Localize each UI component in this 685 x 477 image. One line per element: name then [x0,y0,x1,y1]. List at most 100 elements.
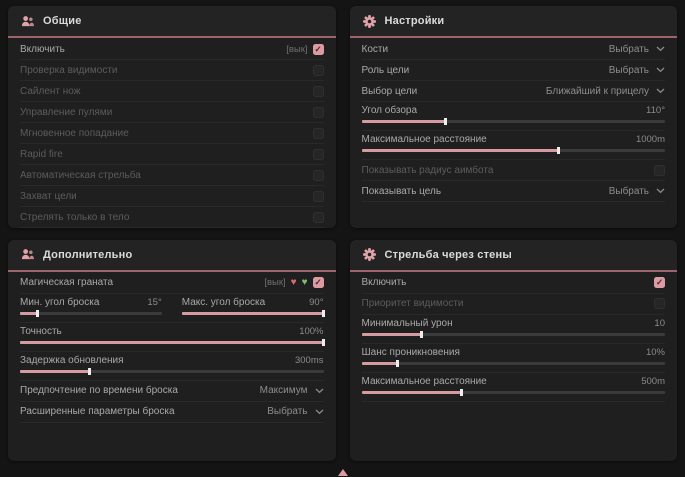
setting-label: Выбор цели [361,85,418,97]
dropdown[interactable]: Выбрать [609,42,665,57]
row-controls: ✓ [654,277,665,288]
slider-label: Максимальное расстояние [361,134,487,145]
slider-track[interactable] [361,359,665,367]
slider-fill [361,147,560,154]
slider-handle[interactable] [420,330,424,338]
slider-track[interactable] [20,309,162,317]
row-controls [654,164,665,176]
slider-row: Задержка обновления 300ms [20,352,324,381]
slider-track[interactable] [361,330,665,338]
people-icon [21,248,34,261]
checkbox[interactable] [312,64,324,76]
row-controls: [вык] ✓ [286,43,324,55]
slider-label: Шанс проникновения [361,346,460,358]
slider-handle[interactable] [556,147,560,154]
checkbox[interactable] [312,127,324,139]
slider-handle[interactable] [395,359,399,367]
panel-wallbang: Стрельба через стены Включить ✓ Приоритет в… [349,239,678,462]
heart-green-icon[interactable]: ♥ [301,276,308,288]
chevron-down-icon [656,46,665,52]
checkbox[interactable]: ✓ [312,43,324,55]
slider-track[interactable] [181,309,325,317]
slider-handle[interactable] [444,118,448,125]
slider-track[interactable] [361,147,665,154]
slider-track[interactable] [20,338,325,346]
slider-row: Угол обзора 110° [361,102,665,131]
setting-row: Захват цели [20,186,324,207]
slider-label: Макс. угол броска [181,296,266,308]
checkbox[interactable] [654,164,665,176]
slider-row: Шанс проникновения 10% [361,344,665,373]
slider-value: 10 [654,317,665,329]
slider-label: Максимальное расстояние [361,375,487,387]
panel-title: Дополнительно [43,248,133,261]
slider-label: Угол обзора [361,105,418,116]
slider-handle[interactable] [321,309,325,317]
dropdown-value: Максимум [259,385,308,396]
checkbox[interactable] [312,148,324,160]
slider-track[interactable] [20,367,324,375]
slider-value: 110° [646,105,665,116]
setting-row: Стрелять только в тело [20,207,324,228]
row-controls [312,85,324,97]
setting-row: Показывать радиус аимбота [361,160,665,181]
dropdown-value: Ближайший к прицелу [545,85,649,97]
slider-value: 15° [147,296,162,308]
heart-red-icon[interactable]: ♥ [290,276,297,288]
setting-label: Кости [361,43,389,55]
setting-row: Автоматическая стрельба [20,165,324,186]
panel-rows: Магическая граната [вык] ♥ ♥ ✓ Мин. угол брос… [8,272,336,462]
slider-fill [361,388,463,396]
setting-label: Сайлент нож [20,85,81,97]
slider-handle[interactable] [321,338,325,346]
setting-label: Включить [361,277,407,288]
setting-row: Проверка видимости [20,60,324,81]
setting-label: Показывать цель [361,185,442,197]
slider-track[interactable] [361,388,665,396]
slider-handle[interactable] [459,388,463,396]
setting-label: Управление пулями [20,106,113,118]
dropdown-value: Выбрать [608,64,649,76]
checkbox[interactable] [312,169,324,181]
header-accent-line [349,269,677,272]
dropdown[interactable]: Выбрать [609,63,665,78]
dropdown[interactable]: Ближайший к прицелу [546,84,665,99]
setting-row: Rapid fire [20,144,324,165]
checkbox[interactable] [312,85,324,97]
slider-value: 10% [645,346,665,358]
row-controls: [вык] ♥ ♥ ✓ [264,276,324,288]
slider-fill [20,367,91,375]
checkbox[interactable]: ✓ [654,277,665,288]
slider-track[interactable] [361,118,665,125]
dropdown-value: Выбрать [608,185,649,197]
slider-fill [20,309,40,317]
checkbox[interactable] [312,106,324,118]
panel-rows: Включить [вык] ✓ Проверка видимости Сайлент … [8,38,336,228]
chevron-down-icon [315,388,324,394]
row-controls [312,64,324,76]
slider-handle[interactable] [87,367,91,375]
header-accent-line [349,36,677,38]
checkbox[interactable] [312,190,324,202]
check-icon: ✓ [314,43,322,54]
row-controls [312,190,324,202]
panel-rows: Включить ✓ Приоритет видимости Минимальный … [350,272,678,462]
scroll-up-indicator[interactable] [338,469,348,476]
checkbox[interactable] [312,211,324,223]
slider-row: Мин. угол броска 15° [20,294,162,322]
dropdown[interactable]: Выбрать [609,184,665,199]
dropdown[interactable]: Выбрать [267,404,323,419]
slider-value: 90° [309,296,324,308]
dropdown[interactable]: Максимум [260,383,324,398]
checkbox[interactable]: ✓ [312,277,324,288]
checkbox[interactable] [654,298,665,309]
header-accent-line [8,36,336,38]
slider-fill [361,118,448,125]
setting-row: Управление пулями [20,102,324,123]
row-controls [312,169,324,181]
panel-settings: Настройки Кости Выбрать Роль цели Выбрать Выб… [349,6,677,228]
slider-handle[interactable] [36,309,40,317]
setting-label: Приоритет видимости [361,298,464,309]
setting-label: Включить [20,43,65,55]
row-controls [654,298,665,309]
